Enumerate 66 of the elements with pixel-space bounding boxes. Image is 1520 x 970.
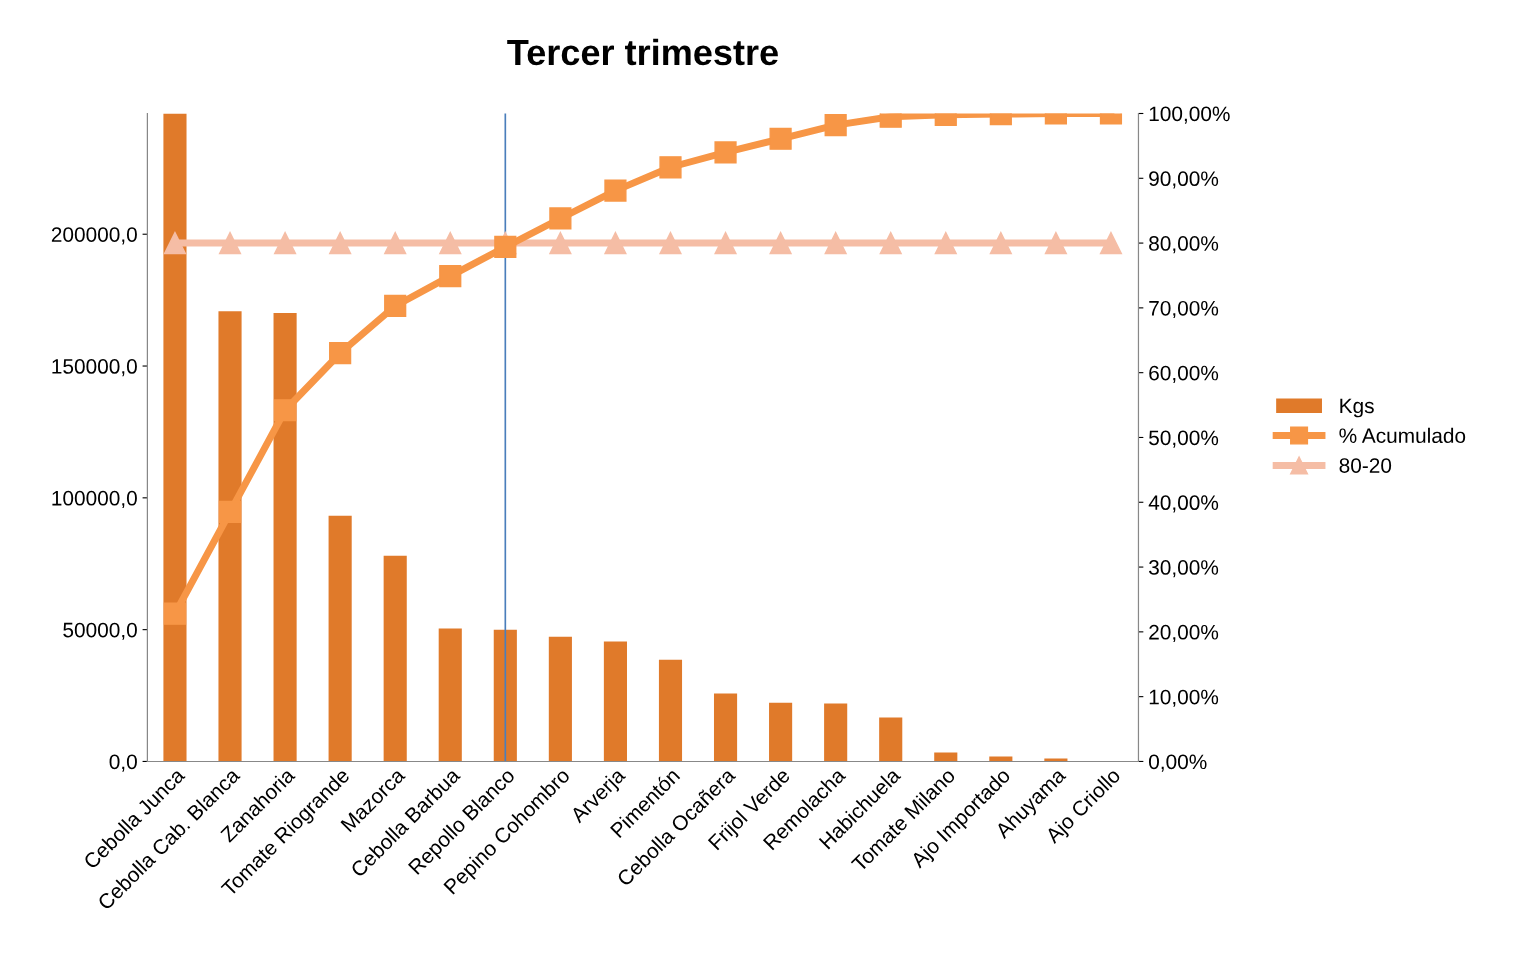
y-tick-label: 50000,0 (63, 622, 137, 640)
y2-tick-label: 100,00% (1149, 106, 1230, 124)
point (989, 231, 1012, 255)
bar (438, 628, 462, 762)
point (163, 602, 187, 625)
point (934, 231, 957, 255)
legend-label: Kgs (1340, 398, 1374, 418)
point (549, 207, 572, 230)
y2-tick-label: 60,00% (1149, 365, 1219, 383)
point (1099, 231, 1123, 255)
chart-title: Tercer trimestre (507, 38, 778, 66)
bar (273, 313, 297, 762)
point (218, 231, 242, 255)
bar (713, 693, 738, 762)
y2-tick-label: 70,00% (1149, 300, 1219, 319)
point (163, 231, 187, 255)
point (879, 231, 902, 255)
point (384, 294, 407, 318)
point (769, 127, 792, 150)
point (329, 231, 352, 255)
bar (769, 702, 793, 762)
point (273, 231, 297, 255)
bar (989, 756, 1013, 762)
point (659, 156, 682, 179)
point (384, 231, 407, 255)
bar (879, 717, 903, 762)
point (494, 235, 517, 259)
bar (603, 641, 627, 762)
y2-tick-label: 80,00% (1149, 236, 1219, 254)
point (824, 231, 847, 255)
point (549, 231, 572, 255)
point (769, 231, 792, 255)
bar (824, 703, 848, 762)
y-tick-label: 150000,0 (52, 359, 137, 377)
bar (328, 515, 352, 762)
point (439, 265, 462, 288)
point (714, 141, 737, 164)
legend-label: % Acumulado (1339, 427, 1466, 444)
y2-tick-label: 50,00% (1149, 430, 1219, 448)
point (1044, 231, 1068, 255)
legend-label: 80-20 (1339, 458, 1392, 473)
point (824, 114, 847, 137)
y-tick-label: 200000,0 (51, 227, 137, 245)
bar (548, 636, 572, 762)
bar (493, 629, 517, 762)
bar (383, 555, 407, 762)
y2-tick-label: 20,00% (1149, 624, 1219, 643)
y2-tick-label: 40,00% (1148, 495, 1219, 513)
bar (218, 311, 242, 762)
y-tick-label: 0,0 (109, 754, 137, 772)
point (714, 231, 737, 255)
bar (163, 113, 187, 762)
point (439, 231, 462, 255)
point (329, 342, 352, 365)
point (218, 500, 242, 524)
bar (658, 659, 683, 762)
point (659, 231, 682, 255)
y-tick-label: 100000,0 (52, 490, 137, 509)
y2-tick-label: 10,00% (1149, 689, 1219, 707)
point (604, 231, 627, 255)
bar (934, 752, 958, 762)
y2-tick-label: 30,00% (1149, 560, 1219, 578)
y2-tick-label: 90,00% (1149, 171, 1219, 189)
point (604, 179, 627, 202)
point (273, 399, 297, 422)
y2-tick-label: 0,00% (1149, 754, 1207, 772)
